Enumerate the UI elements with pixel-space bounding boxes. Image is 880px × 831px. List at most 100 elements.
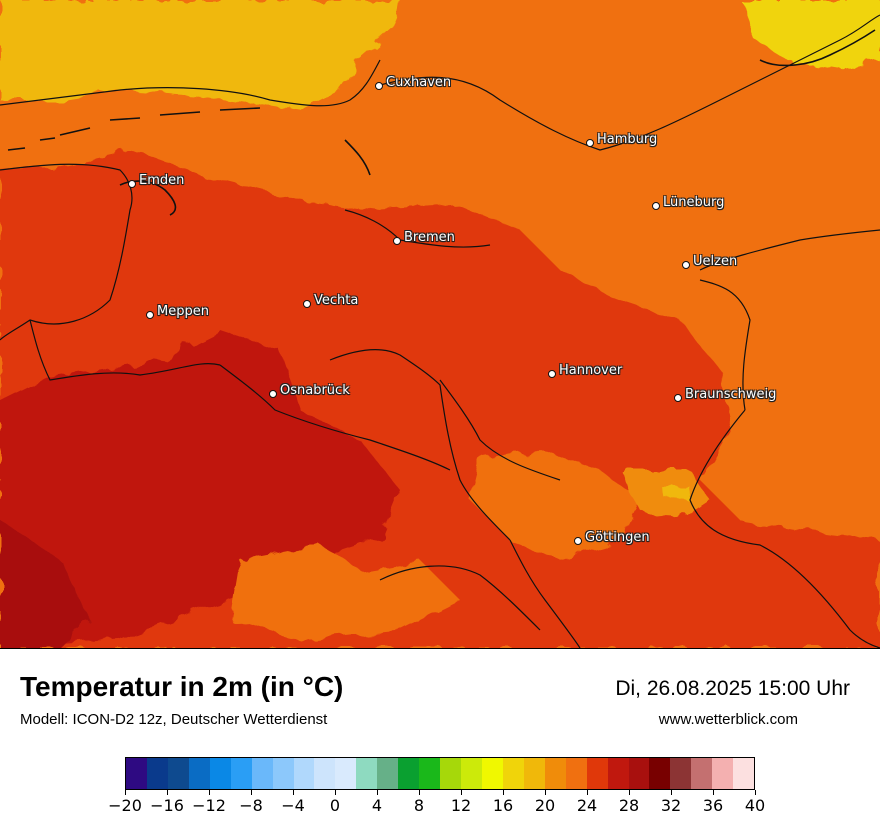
- city-marker[interactable]: Osnabrück: [269, 383, 350, 398]
- colorbar-segment: [209, 758, 231, 789]
- colorbar-segment: [481, 758, 503, 789]
- city-label: Vechta: [314, 292, 359, 308]
- colorbar-tick-label: 24: [576, 796, 598, 815]
- city-label: Cuxhaven: [386, 74, 452, 90]
- temp-patch-harz-top: [660, 485, 690, 500]
- city-label: Meppen: [157, 303, 209, 319]
- colorbar-tick-label: −16: [150, 796, 184, 815]
- colorbar-tick-label: 20: [534, 796, 556, 815]
- colorbar-tick-mark: [293, 790, 294, 795]
- colorbar-tick-mark: [335, 790, 336, 795]
- temp-patch-southwest: [230, 545, 460, 640]
- colorbar-segment: [691, 758, 713, 789]
- colorbar-tick-mark: [461, 790, 462, 795]
- coastline: [7, 29, 876, 216]
- colorbar-segment: [314, 758, 336, 789]
- city-marker[interactable]: Meppen: [146, 304, 209, 319]
- city-label: Bremen: [404, 229, 455, 245]
- colorbar-tick-label: 8: [413, 796, 425, 815]
- colorbar-tick-label: 0: [329, 796, 341, 815]
- city-marker[interactable]: Lüneburg: [652, 195, 724, 210]
- city-marker[interactable]: Vechta: [303, 293, 358, 308]
- city-dot-icon: [269, 390, 277, 398]
- colorbar-tick-label: 32: [660, 796, 682, 815]
- colorbar-tick-mark: [251, 790, 252, 795]
- colorbar: [125, 757, 755, 790]
- colorbar-tick-mark: [503, 790, 504, 795]
- city-dot-icon: [682, 261, 690, 269]
- city-label: Braunschweig: [685, 386, 777, 402]
- colorbar-segment: [670, 758, 692, 789]
- colorbar-segment: [335, 758, 357, 789]
- colorbar-tick-mark: [125, 790, 126, 795]
- colorbar-segment: [419, 758, 441, 789]
- city-marker[interactable]: Uelzen: [682, 254, 737, 269]
- temp-field-20-northsea: [0, 0, 400, 110]
- city-marker[interactable]: Emden: [128, 173, 184, 188]
- city-marker[interactable]: Hannover: [548, 363, 622, 378]
- colorbar-segment: [628, 758, 650, 789]
- colorbar-segment: [293, 758, 315, 789]
- city-label: Emden: [139, 172, 185, 188]
- city-dot-icon: [574, 537, 582, 545]
- colorbar-tick-label: 16: [492, 796, 514, 815]
- colorbar-tick-label: −4: [281, 796, 305, 815]
- colorbar-tick-mark: [419, 790, 420, 795]
- colorbar-tick-mark: [587, 790, 588, 795]
- forecast-datetime: Di, 26.08.2025 15:00 Uhr: [615, 677, 850, 700]
- map-footer: Temperatur in 2m (in °C) Modell: ICON-D2…: [0, 648, 880, 831]
- city-marker[interactable]: Cuxhaven: [375, 75, 451, 90]
- colorbar-tick-label: 12: [450, 796, 472, 815]
- temp-field-30: [0, 520, 90, 648]
- colorbar-tick-mark: [671, 790, 672, 795]
- temp-patch-south: [470, 450, 640, 560]
- temperature-map[interactable]: Cuxhaven Hamburg Emden Lüneburg Bremen U…: [0, 0, 880, 648]
- city-dot-icon: [548, 370, 556, 378]
- colorbar-segment: [272, 758, 294, 789]
- colorbar-tick-mark: [713, 790, 714, 795]
- colorbar-segment: [440, 758, 461, 789]
- colorbar-segment: [712, 758, 734, 789]
- city-marker[interactable]: Göttingen: [574, 530, 650, 545]
- colorbar-segment: [167, 758, 189, 789]
- city-dot-icon: [674, 394, 682, 402]
- colorbar-segment: [607, 758, 629, 789]
- city-dot-icon: [586, 139, 594, 147]
- colorbar-segment: [586, 758, 608, 789]
- city-dot-icon: [393, 237, 401, 245]
- city-label: Göttingen: [585, 529, 650, 545]
- colorbar-segment: [230, 758, 252, 789]
- city-dot-icon: [128, 180, 136, 188]
- city-label: Lüneburg: [663, 194, 725, 210]
- website-link[interactable]: www.wetterblick.com: [658, 711, 798, 728]
- city-marker[interactable]: Hamburg: [586, 132, 657, 147]
- colorbar-tick-mark: [167, 790, 168, 795]
- map-title: Temperatur in 2m (in °C): [20, 671, 344, 702]
- colorbar-tick-label: 36: [702, 796, 724, 815]
- colorbar-tick-label: 28: [618, 796, 640, 815]
- colorbar-segment: [126, 758, 147, 789]
- colorbar-tick-mark: [545, 790, 546, 795]
- colorbar-tick-mark: [377, 790, 378, 795]
- city-label: Hamburg: [597, 131, 658, 147]
- colorbar-segment: [523, 758, 545, 789]
- model-info: Modell: ICON-D2 12z, Deutscher Wetterdie…: [20, 711, 328, 728]
- city-dot-icon: [146, 311, 154, 319]
- colorbar-tick-label: 40: [744, 796, 766, 815]
- colorbar-tick-label: −12: [192, 796, 226, 815]
- colorbar-segment: [502, 758, 524, 789]
- boundary-lines: [0, 14, 880, 648]
- city-marker[interactable]: Braunschweig: [674, 387, 776, 402]
- colorbar-segment: [377, 758, 399, 789]
- city-label: Hannover: [559, 362, 623, 378]
- colorbar-segment: [733, 758, 755, 789]
- colorbar-tick-mark: [209, 790, 210, 795]
- colorbar-segment: [356, 758, 378, 789]
- colorbar-segment: [188, 758, 210, 789]
- city-marker[interactable]: Bremen: [393, 230, 455, 245]
- city-dot-icon: [375, 82, 383, 90]
- colorbar-tick-label: 4: [371, 796, 383, 815]
- colorbar-segment: [565, 758, 587, 789]
- colorbar-segment: [649, 758, 671, 789]
- temp-field-22-baltic: [740, 0, 880, 70]
